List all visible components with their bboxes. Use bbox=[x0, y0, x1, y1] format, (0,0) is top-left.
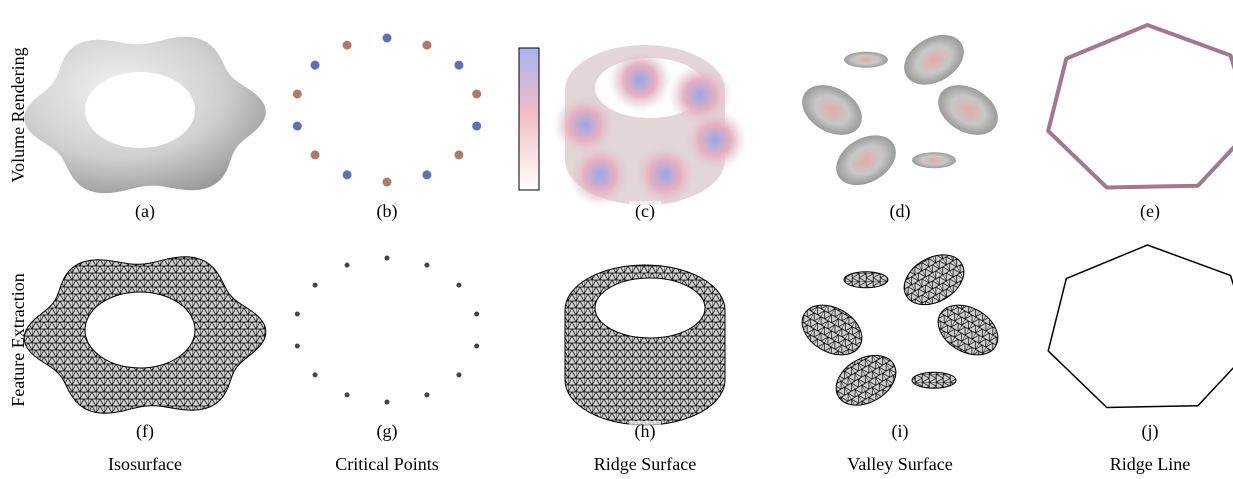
panel-label: (h) bbox=[635, 421, 656, 442]
critical-point bbox=[295, 344, 300, 349]
critical-point bbox=[345, 392, 350, 397]
isosurface bbox=[24, 37, 266, 193]
column-label: Valley Surface bbox=[847, 454, 952, 474]
panel-label: (d) bbox=[890, 201, 911, 222]
critical-point bbox=[313, 283, 318, 288]
critical-point bbox=[472, 122, 481, 131]
valley-surface bbox=[793, 295, 870, 365]
figure: Volume Rendering Feature Extraction (a)(… bbox=[0, 0, 1233, 479]
valley-surface bbox=[827, 125, 904, 195]
ridge-blob bbox=[633, 143, 697, 207]
panel-label: (f) bbox=[136, 421, 154, 442]
critical-point bbox=[456, 372, 461, 377]
valley-surface bbox=[912, 152, 956, 168]
critical-point bbox=[422, 170, 431, 179]
valley-surface bbox=[844, 52, 888, 68]
valley-surface bbox=[929, 75, 1006, 145]
critical-point bbox=[422, 41, 431, 50]
ridge-line bbox=[1048, 245, 1233, 408]
panel-label: (a) bbox=[135, 201, 155, 222]
valley-surface bbox=[895, 245, 972, 315]
critical-point bbox=[474, 344, 479, 349]
column-label: Critical Points bbox=[335, 454, 439, 474]
ridge-surface bbox=[565, 265, 725, 425]
valley-surface bbox=[827, 345, 904, 415]
ridge-line bbox=[1048, 25, 1233, 188]
critical-point bbox=[424, 392, 429, 397]
critical-point bbox=[343, 41, 352, 50]
valley-surface bbox=[912, 372, 956, 388]
valley-surface bbox=[929, 295, 1006, 365]
critical-point bbox=[311, 61, 320, 70]
critical-point bbox=[454, 150, 463, 159]
critical-point bbox=[383, 34, 392, 43]
critical-point bbox=[424, 263, 429, 268]
critical-point bbox=[343, 170, 352, 179]
critical-point bbox=[474, 311, 479, 316]
critical-point bbox=[472, 89, 481, 98]
panel-label: (i) bbox=[892, 421, 909, 442]
panel-label: (c) bbox=[635, 201, 655, 222]
colorbar bbox=[519, 48, 539, 190]
column-label: Ridge Surface bbox=[594, 454, 696, 474]
ridge-blob bbox=[568, 143, 632, 207]
critical-point bbox=[345, 263, 350, 268]
valley-surface bbox=[844, 272, 888, 288]
critical-point bbox=[311, 150, 320, 159]
critical-point bbox=[293, 122, 302, 131]
panel-label: (e) bbox=[1140, 201, 1160, 222]
isosurface bbox=[24, 257, 266, 413]
critical-point bbox=[385, 400, 390, 405]
column-label: Isosurface bbox=[108, 454, 182, 474]
column-label: Ridge Line bbox=[1110, 454, 1190, 474]
critical-point bbox=[293, 89, 302, 98]
critical-point bbox=[383, 178, 392, 187]
critical-point bbox=[454, 61, 463, 70]
panel-label: (j) bbox=[1142, 421, 1159, 442]
valley-surface bbox=[793, 75, 870, 145]
critical-point bbox=[313, 372, 318, 377]
panel-label: (b) bbox=[377, 201, 398, 222]
panel-label: (g) bbox=[377, 421, 398, 442]
valley-surface bbox=[895, 25, 972, 95]
critical-point bbox=[456, 283, 461, 288]
ridge-blob bbox=[608, 48, 672, 112]
critical-point bbox=[295, 311, 300, 316]
critical-point bbox=[385, 256, 390, 261]
